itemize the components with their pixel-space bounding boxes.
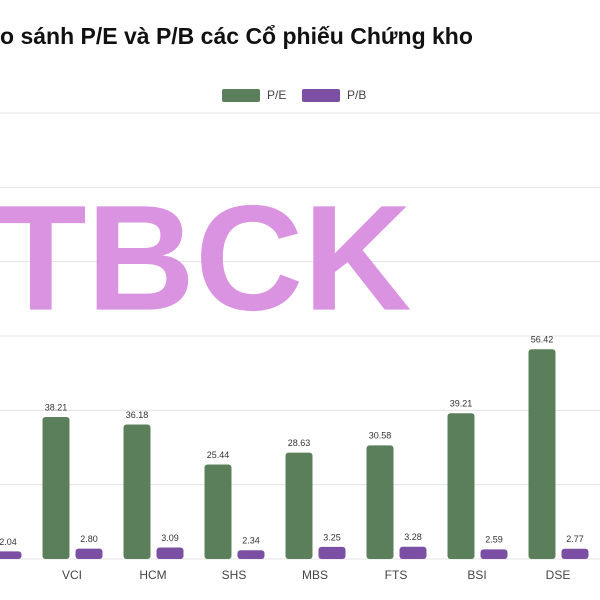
bar bbox=[237, 550, 265, 559]
value-label: 36.18 bbox=[126, 410, 149, 420]
bar bbox=[156, 547, 184, 559]
value-label: 2.04 bbox=[0, 537, 17, 547]
x-tick-label: MBS bbox=[302, 568, 328, 582]
chart-title: o sánh P/E và P/B các Cổ phiếu Chứng kho bbox=[0, 23, 473, 49]
x-tick-label: VCI bbox=[62, 568, 82, 582]
bar bbox=[399, 546, 427, 559]
legend-label: P/E bbox=[267, 88, 286, 102]
x-tick-label: FTS bbox=[385, 568, 408, 582]
value-label: 30.58 bbox=[369, 431, 392, 441]
value-label: 39.21 bbox=[450, 399, 473, 409]
value-label: 38.21 bbox=[45, 402, 68, 412]
value-label: 2.80 bbox=[80, 534, 98, 544]
x-tick-label: BSI bbox=[467, 568, 486, 582]
bar bbox=[0, 551, 22, 559]
bar bbox=[42, 416, 70, 559]
value-label: 2.34 bbox=[242, 536, 260, 546]
value-label: 25.44 bbox=[207, 450, 230, 460]
legend-label: P/B bbox=[347, 88, 366, 102]
value-label: 3.25 bbox=[323, 532, 341, 542]
bar bbox=[123, 424, 151, 559]
value-label: 3.09 bbox=[161, 533, 179, 543]
watermark: TBCK bbox=[0, 174, 412, 342]
bar bbox=[318, 546, 346, 559]
value-label: 2.59 bbox=[485, 535, 503, 545]
value-label: 56.42 bbox=[531, 335, 554, 345]
bar bbox=[366, 445, 394, 559]
legend: P/E P/B bbox=[222, 88, 366, 102]
x-tick-label: SHS bbox=[222, 568, 247, 582]
value-label: 2.77 bbox=[566, 534, 584, 544]
bar bbox=[528, 349, 556, 559]
x-tick-label: HCM bbox=[139, 568, 166, 582]
x-tick-label: DSE bbox=[546, 568, 571, 582]
legend-swatch bbox=[222, 89, 260, 102]
legend-swatch bbox=[302, 89, 340, 102]
bar bbox=[561, 548, 589, 559]
bars: D2.04VCI38.212.80HCM36.183.09SHS25.442.3… bbox=[0, 335, 589, 582]
value-label: 28.63 bbox=[288, 438, 311, 448]
bar bbox=[204, 464, 232, 559]
bar bbox=[285, 452, 313, 559]
bar bbox=[75, 548, 103, 559]
bar bbox=[447, 413, 475, 559]
bar bbox=[480, 549, 508, 559]
grid bbox=[0, 112, 600, 560]
value-label: 3.28 bbox=[404, 532, 422, 542]
